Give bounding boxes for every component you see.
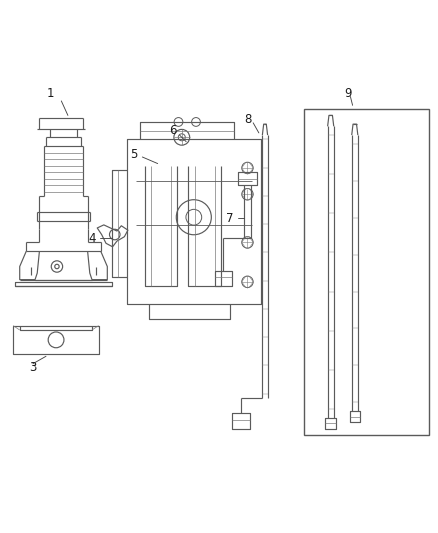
Text: 1: 1 [46,87,54,100]
Text: 6: 6 [169,124,177,137]
Text: 4: 4 [88,231,96,245]
Text: 5: 5 [130,148,137,161]
Text: 7: 7 [226,212,234,225]
Text: 3: 3 [29,361,36,374]
Bar [304,109,429,435]
Text: 8: 8 [244,114,251,126]
Text: 9: 9 [344,87,352,100]
